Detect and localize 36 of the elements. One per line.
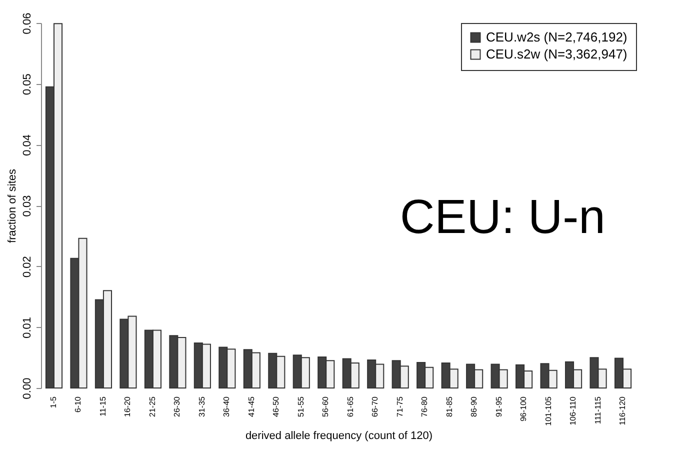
x-tick-label: 11-15 <box>98 396 108 416</box>
x-tick-label: 66-70 <box>370 396 380 417</box>
x-tick-label: 101-105 <box>544 396 553 426</box>
y-tick-label: 0.01 <box>22 316 34 338</box>
x-tick-label: 1-5 <box>48 396 58 408</box>
x-tick-label: 26-30 <box>172 396 182 417</box>
y-tick-label: 0.00 <box>22 378 34 400</box>
annotation: CEU: U-n <box>400 190 606 245</box>
x-tick-label: 36-40 <box>222 396 232 417</box>
x-tick-label: 61-65 <box>346 396 355 417</box>
x-tick-label: 21-25 <box>148 396 157 417</box>
x-tick-label: 51-55 <box>296 396 306 417</box>
x-tick-label: 41-45 <box>246 396 256 417</box>
x-tick-label: 116-120 <box>618 396 628 426</box>
x-tick-label: 31-35 <box>197 396 206 417</box>
y-tick-label: 0.04 <box>22 134 34 156</box>
legend-label: CEU.w2s (N=2,746,192) <box>486 30 628 44</box>
x-tick-label: 56-60 <box>321 396 330 417</box>
y-tick-label: 0.03 <box>22 195 34 217</box>
x-tick-label: 96-100 <box>519 396 528 422</box>
y-axis-title: fraction of sites <box>6 168 18 243</box>
x-tick-label: 76-80 <box>420 396 430 417</box>
y-tick-label: 0.02 <box>22 256 34 278</box>
x-tick-label: 86-90 <box>470 396 479 417</box>
x-tick-label: 106-110 <box>568 396 578 426</box>
x-tick-label: 81-85 <box>444 396 454 417</box>
x-tick-label: 91-95 <box>494 396 504 417</box>
y-tick-label: 0.06 <box>22 12 34 34</box>
legend-label: CEU.s2w (N=3,362,947) <box>486 46 628 62</box>
x-tick-label: 71-75 <box>395 396 404 417</box>
x-tick-label: 111-115 <box>593 396 602 424</box>
y-tick-label: 0.05 <box>22 74 34 96</box>
x-tick-label: 16-20 <box>123 396 132 417</box>
x-tick-label: 46-50 <box>272 396 281 417</box>
x-axis-title: derived allele frequency (count of 120) <box>245 430 433 442</box>
x-tick-label: 6-10 <box>74 396 83 413</box>
